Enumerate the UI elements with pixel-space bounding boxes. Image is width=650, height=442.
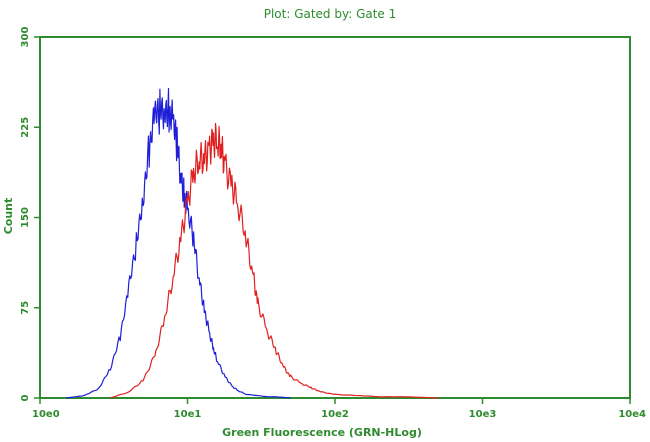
plot-area-frame — [39, 36, 631, 399]
x-tick-label: 10e0 — [32, 409, 60, 420]
x-axis-label: Green Fluorescence (GRN-HLog) — [222, 426, 422, 439]
y-axis-label: Count — [2, 198, 15, 235]
y-axis-ticks: 0 75 150 225 300 — [20, 27, 40, 401]
chart-title: Plot: Gated by: Gate 1 — [264, 7, 397, 21]
x-tick-label: 10e3 — [469, 409, 497, 420]
y-tick-label: 225 — [20, 117, 31, 138]
y-tick-label: 0 — [20, 394, 31, 401]
x-tick-label: 10e1 — [174, 409, 202, 420]
x-tick-label: 10e4 — [618, 409, 646, 420]
histogram-series-layer — [65, 87, 439, 399]
y-tick-label: 75 — [20, 301, 31, 315]
x-tick-label: 10e2 — [321, 409, 349, 420]
y-tick-label: 300 — [20, 27, 31, 48]
x-axis-ticks: 10e0 10e1 10e2 10e3 10e4 — [32, 398, 646, 420]
histogram-series-1 — [65, 87, 291, 399]
histogram-series-2 — [110, 122, 439, 399]
y-tick-label: 150 — [20, 207, 31, 228]
